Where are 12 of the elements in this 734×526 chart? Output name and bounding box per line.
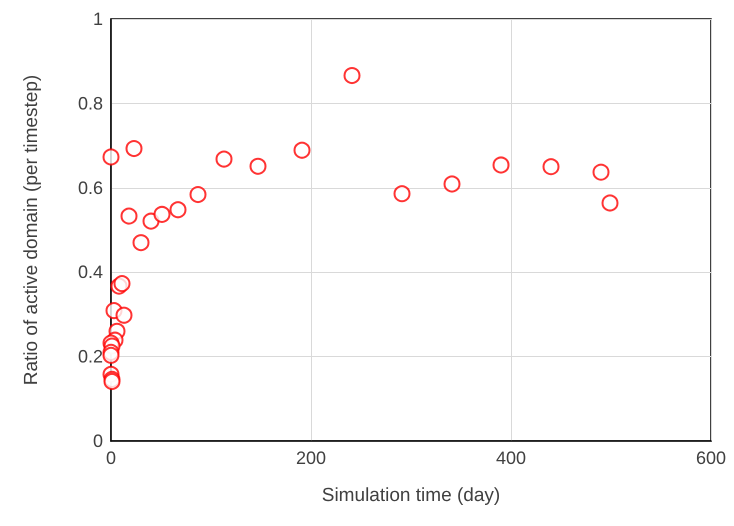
y-tick-label: 0.8 <box>78 93 103 114</box>
x-tick-label: 600 <box>696 448 726 468</box>
y-axis-title: Ratio of active domain (per timestep) <box>21 74 42 386</box>
x-axis-title: Simulation time (day) <box>322 485 500 506</box>
y-tick-label: 1 <box>92 9 103 29</box>
x-tick-label: 0 <box>106 448 116 468</box>
x-tick-label: 400 <box>496 448 526 468</box>
y-tick-label: 0 <box>92 431 103 451</box>
y-tick-label: 0.6 <box>78 178 103 198</box>
x-tick-label: 200 <box>296 448 326 468</box>
y-tick-label: 0.2 <box>78 346 103 367</box>
y-tick-label: 0.4 <box>78 262 103 282</box>
